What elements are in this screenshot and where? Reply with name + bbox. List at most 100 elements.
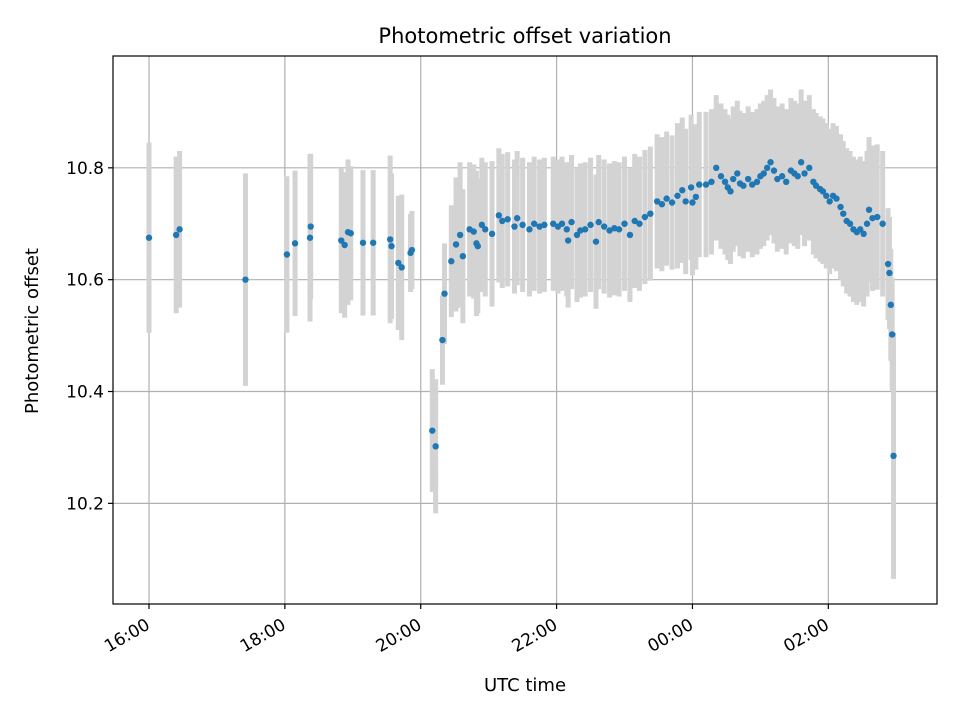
data-point [441,290,448,297]
data-point [730,175,737,183]
data-point [291,240,299,247]
data-point [658,200,666,208]
data-point [359,239,367,246]
data-point [641,213,649,221]
data-point [459,252,467,260]
x-tick-label: 20:00 [373,615,425,657]
data-point [519,221,526,229]
data-point [782,178,790,186]
data-point [890,452,897,460]
data-point [879,220,886,227]
y-tick-label: 10.2 [66,494,104,514]
data-point [172,231,180,239]
data-point [806,164,813,172]
data-point [242,276,249,283]
data-point [600,223,608,230]
data-point [341,241,348,249]
y-tick-label: 10.6 [66,271,104,291]
data-point [687,184,695,191]
data-point [717,173,725,180]
data-point [530,220,538,227]
data-point [794,173,801,180]
data-point [432,443,439,450]
chart-title: Photometric offset variation [378,24,671,48]
x-tick-label: 02:00 [780,615,832,657]
data-point [478,221,486,229]
data-point [470,228,477,235]
data-point [592,238,600,245]
data-point [713,164,720,172]
data-point [615,226,623,233]
data-point [388,242,395,250]
data-point [837,203,844,211]
data-point [568,218,575,226]
data-point [606,227,613,234]
x-tick-label: 16:00 [101,615,153,657]
data-point [857,226,864,233]
data-point [499,217,506,225]
data-point [626,231,634,239]
data-point [663,195,670,202]
data-point [888,331,896,338]
data-point [708,178,715,186]
data-point [306,234,314,241]
data-point [823,192,830,199]
data-point [145,234,153,241]
data-point [721,178,729,186]
error-bars [146,89,897,579]
data-point [621,220,628,227]
data-point [631,217,638,225]
data-point [826,198,833,205]
data-point [511,223,518,230]
data-point [744,175,752,183]
data-point [774,175,781,183]
y-axis-label: Photometric offset [22,248,43,414]
data-point [668,199,676,206]
data-point [679,187,686,194]
data-point [176,226,183,233]
data-point [689,199,696,206]
data-point [887,301,895,309]
data-point [395,259,402,267]
data-point [819,188,827,195]
y-tick-label: 10.8 [66,159,104,179]
data-point [833,195,840,202]
data-point [647,210,654,217]
data-point [513,214,521,222]
data-point [865,206,873,213]
data-point [874,213,881,221]
data-point [526,226,533,233]
data-point [563,226,570,233]
x-tick-label: 18:00 [237,615,289,657]
data-point [307,223,314,230]
data-point [801,170,808,177]
data-point [283,251,291,258]
data-point [581,226,589,233]
data-point [558,220,566,227]
data-point [860,230,867,238]
data-point [884,260,892,268]
data-point [692,193,700,201]
data-point [797,159,805,166]
data-point [429,427,436,434]
data-point [727,188,734,195]
data-point [886,269,893,277]
data-point [778,173,786,180]
data-point [541,221,548,229]
data-point [439,336,446,344]
data-point [767,159,774,166]
x-tick-label: 22:00 [509,615,561,657]
x-axis-label: UTC time [484,675,566,696]
data-point [702,181,710,188]
data-point [636,220,643,227]
data-point [763,164,771,172]
data-point [369,239,377,246]
data-point [587,221,594,229]
data-point [696,181,703,188]
data-point [408,246,416,254]
data-point [734,170,741,177]
data-point [456,231,464,239]
data-point [682,198,689,205]
data-point [595,218,602,226]
